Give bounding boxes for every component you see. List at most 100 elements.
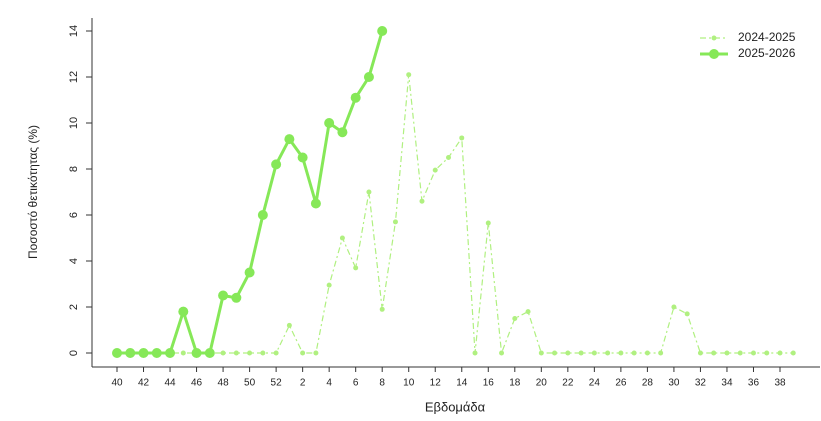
- data-point: [446, 155, 451, 160]
- x-tick-label: 52: [271, 378, 283, 389]
- data-point: [297, 152, 308, 163]
- data-point: [300, 350, 306, 356]
- y-axis-title: Ποσοστό θετικότητας (%): [26, 125, 40, 259]
- y-tick-label: 8: [68, 166, 80, 172]
- series-line: [117, 74, 794, 354]
- data-point: [591, 350, 597, 356]
- data-point: [244, 267, 255, 278]
- x-tick-label: 8: [379, 378, 385, 389]
- data-point: [366, 189, 372, 195]
- data-point: [310, 198, 321, 209]
- y-tick-label: 2: [68, 304, 80, 310]
- y-tick-label: 4: [68, 258, 80, 264]
- data-point: [247, 350, 253, 356]
- data-point: [631, 350, 637, 356]
- x-tick-label: 30: [668, 378, 680, 389]
- x-tick-label: 26: [615, 378, 627, 389]
- data-point: [218, 290, 229, 301]
- data-point: [605, 350, 611, 356]
- x-tick-label: 20: [536, 378, 548, 389]
- data-point: [538, 350, 544, 356]
- data-point: [750, 350, 756, 356]
- x-tick-label: 34: [721, 378, 733, 389]
- data-point: [324, 118, 335, 128]
- y-tick-label: 12: [68, 71, 80, 83]
- data-point: [191, 348, 202, 358]
- data-point: [284, 134, 295, 145]
- data-point: [178, 306, 189, 317]
- data-point: [165, 348, 176, 358]
- data-point: [112, 348, 122, 358]
- data-point: [565, 350, 571, 356]
- x-axis-title: Εβδομάδα: [425, 399, 486, 414]
- x-tick-label: 40: [111, 378, 123, 389]
- legend-marker: [711, 35, 717, 41]
- x-tick-label: 10: [403, 378, 415, 389]
- x-tick-label: 6: [353, 378, 359, 389]
- data-point: [724, 350, 730, 356]
- data-point: [138, 348, 149, 358]
- data-point: [711, 350, 717, 356]
- data-point: [406, 72, 412, 78]
- data-point: [499, 350, 505, 356]
- data-point: [337, 127, 348, 138]
- x-tick-label: 18: [509, 378, 521, 389]
- data-point: [644, 350, 650, 356]
- data-point: [220, 350, 226, 356]
- data-point: [180, 350, 186, 356]
- x-tick-label: 4: [326, 378, 332, 389]
- data-point: [260, 350, 266, 356]
- data-point: [737, 350, 743, 356]
- y-tick-label: 14: [68, 25, 80, 37]
- data-point: [472, 350, 478, 356]
- data-point: [273, 350, 279, 356]
- data-point: [777, 350, 783, 356]
- legend-marker: [709, 49, 719, 59]
- data-point: [419, 198, 425, 204]
- y-tick-label: 6: [68, 212, 80, 218]
- x-tick-label: 46: [191, 378, 203, 389]
- data-point: [392, 219, 398, 225]
- x-tick-label: 38: [774, 378, 786, 389]
- data-point: [432, 167, 438, 173]
- data-point: [204, 348, 215, 358]
- data-point: [790, 350, 796, 356]
- x-tick-label: 12: [430, 378, 442, 389]
- data-point: [286, 322, 292, 328]
- data-point: [485, 220, 491, 226]
- data-point: [618, 350, 624, 356]
- data-point: [151, 348, 162, 358]
- data-point: [684, 311, 690, 317]
- data-point: [697, 350, 703, 356]
- x-tick-label: 24: [589, 378, 601, 389]
- data-point: [512, 316, 518, 321]
- x-tick-label: 14: [456, 378, 468, 389]
- data-point: [379, 306, 385, 312]
- x-tick-label: 22: [562, 378, 574, 389]
- x-tick-label: 42: [138, 378, 150, 389]
- x-tick-label: 28: [642, 378, 654, 389]
- data-point: [377, 26, 388, 36]
- x-tick-label: 16: [483, 378, 495, 389]
- data-point: [764, 350, 770, 356]
- data-point: [658, 350, 664, 356]
- data-point: [363, 72, 374, 82]
- series-line: [117, 30, 384, 355]
- x-tick-label: 48: [218, 378, 230, 389]
- data-point: [313, 350, 319, 356]
- data-point: [231, 292, 242, 303]
- data-point: [233, 350, 239, 356]
- data-point: [257, 210, 268, 220]
- y-tick-label: 0: [68, 350, 80, 356]
- data-point: [339, 235, 345, 241]
- data-point: [326, 282, 332, 288]
- data-point: [525, 309, 531, 315]
- data-point: [459, 135, 465, 141]
- data-point: [578, 350, 584, 356]
- x-tick-label: 50: [244, 378, 256, 389]
- x-tick-label: 32: [695, 378, 707, 389]
- data-point: [671, 304, 677, 310]
- data-point: [552, 350, 558, 356]
- y-tick-label: 10: [68, 117, 80, 129]
